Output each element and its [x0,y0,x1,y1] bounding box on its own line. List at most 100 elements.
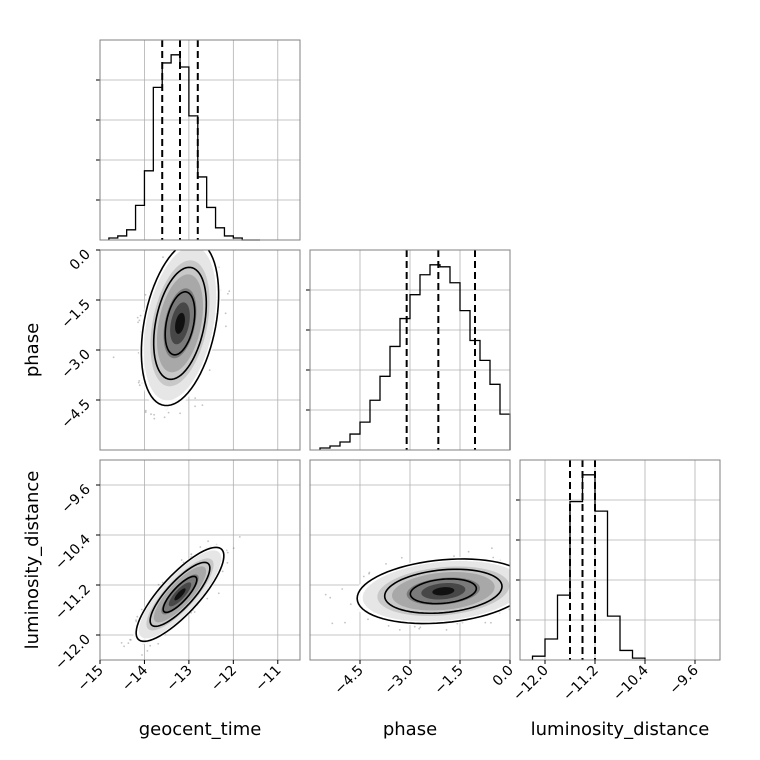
density-level [432,587,455,596]
density-level [174,588,186,601]
scatter-point [136,615,139,618]
scatter-point [368,571,371,574]
contour-line [162,575,198,614]
scatter-point [538,594,540,596]
scatter-point [201,404,204,406]
scatter-point [217,592,220,595]
x-tick-label: −14 [119,662,151,694]
scatter-point [511,569,513,571]
scatter-point [224,312,227,315]
density-geocent-time-vs-phase-panel [99,231,301,457]
scatter-point [138,384,141,387]
scatter-point [208,369,211,371]
scatter-point [199,546,202,548]
scatter-point [144,411,147,414]
scatter-point [341,588,344,590]
x-axis-label-geocent-time: geocent_time [139,719,262,740]
x-tick-labels-geocent-time: −15 −14 −13 −12 −11 [75,660,285,695]
density-geocent-time-vs-luminosity-distance-panel [99,459,301,665]
panel-plot-area [112,231,231,457]
y-axis-label-phase: phase [22,323,43,377]
y-tick-labels-luminosity-distance: −12.0 −11.2 −10.4 −9.6 [52,481,100,673]
scatter-point [238,536,241,538]
scatter-point [179,412,182,415]
scatter-point [529,575,531,577]
panel-plot-area [120,536,241,665]
scatter-point [153,417,156,420]
scatter-point [177,241,179,243]
scatter-point [146,650,149,652]
scatter-point [191,247,193,249]
panel-plot-area [324,547,550,631]
scatter-point [225,325,227,328]
scatter-point [211,235,213,237]
scatter-point [400,556,403,559]
scatter-point [419,626,422,629]
scatter-point [221,570,224,573]
contour-line [140,250,220,407]
y-tick-label: −9.6 [58,481,93,516]
x-tick-label: −13 [164,663,196,695]
scatter-point [124,663,126,665]
scatter-point [523,592,525,594]
scatter-point [228,290,231,293]
scatter-point [385,563,387,565]
scatter-point [520,584,522,586]
scatter-point [515,559,517,561]
scatter-point [349,603,352,606]
scatter-point [528,594,530,596]
scatter-point [324,593,327,596]
panel-frame [519,459,721,661]
x-tick-label: −10.4 [610,662,652,704]
scatter-point [529,588,531,590]
scatter-point [467,550,470,553]
x-tick-label: −1.5 [431,663,466,698]
density-level [175,312,185,334]
scatter-point [536,600,538,602]
scatter-point [194,405,197,408]
scatter-point [453,555,455,557]
x-tick-label: −12 [208,663,240,695]
y-tick-label: −1.5 [58,297,93,332]
scatter-point [130,639,132,641]
scatter-point [512,600,514,602]
scatter-point [484,621,487,624]
panel-frame [99,459,301,661]
scatter-point [120,642,123,644]
scatter-point [226,561,229,564]
panel-frame [99,39,301,241]
y-tick-label: 0.0 [67,247,94,274]
scatter-point [203,233,205,235]
scatter-point [512,577,514,579]
scatter-point [514,593,516,595]
y-tick-label: −11.2 [52,582,94,624]
scatter-point [193,238,195,240]
scatter-point [525,591,527,593]
density-fill [351,556,510,626]
scatter-point [516,568,518,570]
y-axis-label-luminosity-distance: luminosity_distance [22,471,43,650]
scatter-point [171,455,173,457]
scatter-point [368,572,370,575]
scatter-point [144,293,147,296]
x-tick-label: −9.6 [666,662,701,697]
x-tick-labels-phase: −4.5 −3.0 −1.5 0.0 [331,660,517,698]
scatter-point [229,242,231,244]
scatter-point [215,231,217,233]
scatter-point [492,556,495,559]
histogram-step [319,264,511,450]
scatter-point [548,566,550,568]
x-tick-labels-luminosity-distance: −12.0 −11.2 −10.4 −9.6 [510,660,702,704]
scatter-point [129,638,132,641]
scatter-point [190,553,193,556]
scatter-point [206,597,209,600]
x-axis-label-phase: phase [383,719,437,740]
scatter-point [123,645,125,648]
scatter-point [140,608,143,611]
scatter-point [362,575,365,578]
scatter-point [344,621,346,624]
scatter-point [138,380,141,382]
contour-line [149,561,211,628]
scatter-point [127,642,130,644]
scatter-point [150,413,152,416]
